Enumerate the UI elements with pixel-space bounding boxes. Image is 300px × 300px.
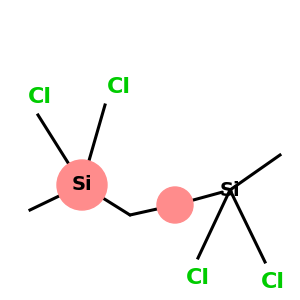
- Text: Si: Si: [220, 181, 240, 200]
- Circle shape: [57, 160, 107, 210]
- Text: Si: Si: [72, 176, 92, 194]
- Text: Cl: Cl: [261, 272, 285, 292]
- Text: Cl: Cl: [186, 268, 210, 288]
- Circle shape: [157, 187, 193, 223]
- Text: Cl: Cl: [107, 77, 131, 97]
- Text: Cl: Cl: [28, 87, 52, 107]
